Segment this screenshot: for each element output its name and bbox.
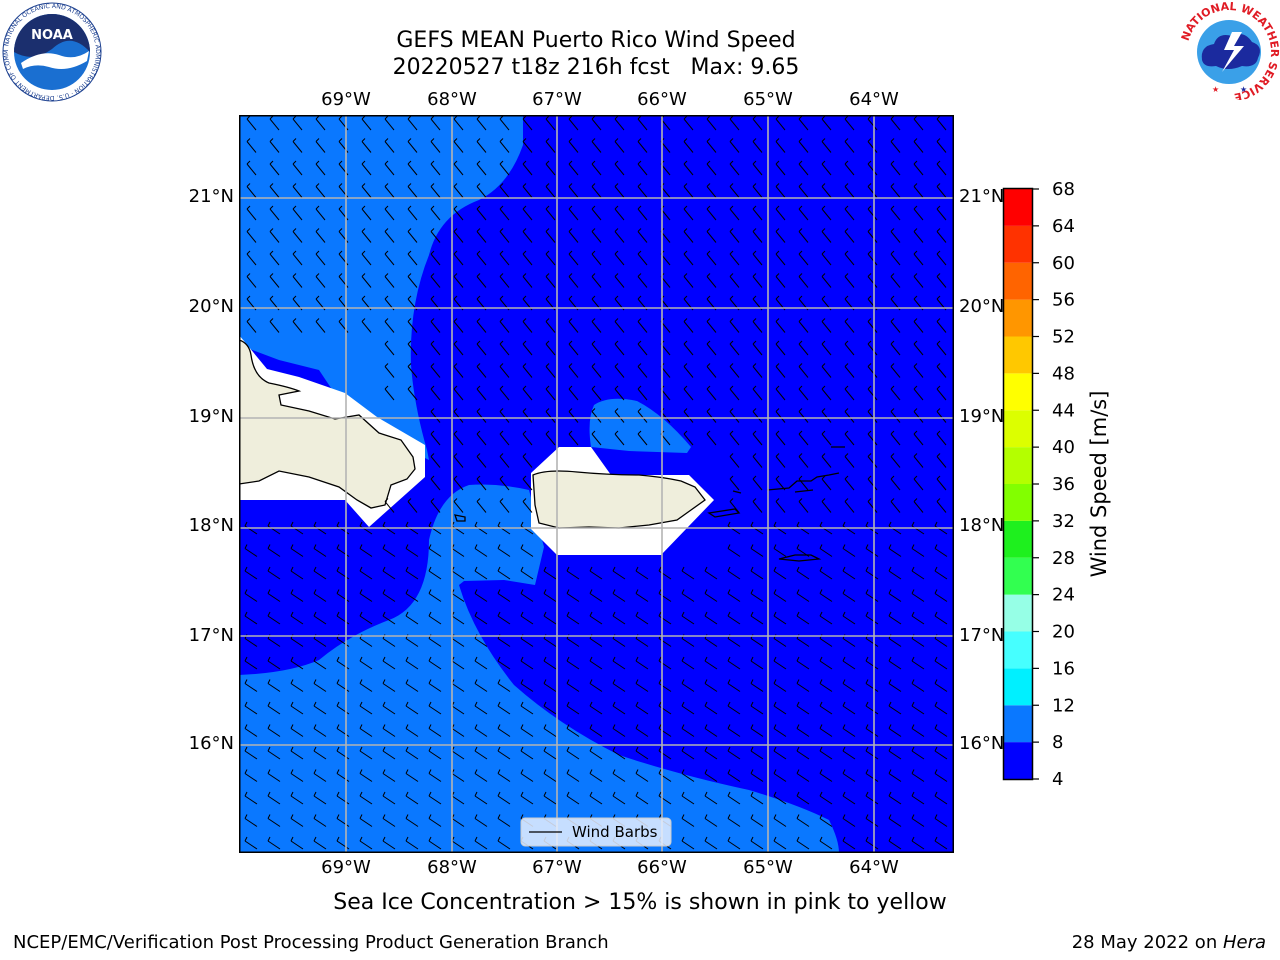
lon-label-bottom-65w: 65°W — [743, 857, 793, 878]
lon-label-bottom-64w: 64°W — [849, 857, 899, 878]
chart-title-line1: GEFS MEAN Puerto Rico Wind Speed — [396, 28, 796, 53]
colorbar-bin — [1004, 594, 1032, 632]
svg-text:★: ★ — [1212, 85, 1219, 94]
lat-label-right-16n: 16°N — [959, 733, 1005, 754]
lon-label-top-68w: 68°W — [427, 89, 477, 110]
colorbar-tick-label: 36 — [1052, 474, 1075, 495]
colorbar-tick-label: 12 — [1052, 695, 1075, 716]
lon-label-bottom-66w: 66°W — [637, 857, 687, 878]
wind-speed-map: Wind Barbs — [239, 115, 954, 853]
colorbar-tick-label: 24 — [1052, 585, 1075, 606]
lon-label-top-65w: 65°W — [743, 89, 793, 110]
colorbar-bin — [1004, 484, 1032, 521]
colorbar-bin — [1004, 373, 1032, 411]
colorbar-bin — [1004, 742, 1032, 779]
lat-label-right-21n: 21°N — [959, 186, 1005, 207]
colorbar-tick-label: 52 — [1052, 327, 1075, 348]
colorbar-bin — [1004, 520, 1032, 558]
colorbar-bin — [1004, 189, 1032, 226]
colorbar-bin — [1004, 225, 1032, 263]
footer-host: Hera — [1222, 932, 1266, 953]
colorbar-bin — [1004, 557, 1032, 595]
colorbar-tick-label: 32 — [1052, 511, 1075, 532]
lon-label-top-67w: 67°W — [532, 89, 582, 110]
lon-label-bottom-67w: 67°W — [532, 857, 582, 878]
colorbar-tick-label: 40 — [1052, 437, 1075, 458]
nws-logo: NATIONAL WEATHER SERVICE ★ ★ — [1179, 0, 1280, 100]
colorbar-tick-label: 16 — [1052, 658, 1075, 679]
colorbar-bin — [1004, 262, 1032, 300]
lon-label-bottom-68w: 68°W — [427, 857, 477, 878]
lat-label-left-20n: 20°N — [188, 296, 234, 317]
colorbar-tick-label: 64 — [1052, 216, 1075, 237]
colorbar: 68 64 60 56 52 48 44 40 36 32 28 24 20 16 12 8 4 Wind Sp… — [1002, 180, 1111, 790]
lat-label-left-19n: 19°N — [188, 406, 234, 427]
colorbar-tick-label: 44 — [1052, 400, 1075, 421]
colorbar-bin — [1004, 299, 1032, 337]
footer-date-text: 28 May 2022 on — [1071, 932, 1223, 953]
small-islands — [454, 446, 845, 562]
chart-title-line2: 20220527 t18z 216h fcst Max: 9.65 — [392, 55, 800, 80]
colorbar-tick-label: 4 — [1052, 769, 1063, 790]
colorbar-label: Wind Speed [m/s] — [1087, 391, 1111, 578]
lon-label-top-66w: 66°W — [637, 89, 687, 110]
lon-label-top-69w: 69°W — [321, 89, 371, 110]
colorbar-tick-label: 56 — [1052, 290, 1075, 311]
lat-label-right-18n: 18°N — [959, 515, 1005, 536]
colorbar-bin — [1004, 336, 1032, 374]
colorbar-tick-label: 28 — [1052, 548, 1075, 569]
noaa-logo: NATIONAL OCEANIC AND ATMOSPHERIC ADMINIS… — [1, 1, 102, 102]
colorbar-tick-label: 8 — [1052, 732, 1063, 753]
colorbar-tick-label: 60 — [1052, 253, 1075, 274]
footer-org: NCEP/EMC/Verification Post Processing Pr… — [13, 932, 609, 953]
lon-label-top-64w: 64°W — [849, 89, 899, 110]
colorbar-bin — [1004, 631, 1032, 669]
svg-text:★: ★ — [1240, 85, 1247, 94]
lat-label-right-17n: 17°N — [959, 625, 1005, 646]
colorbar-bin — [1004, 410, 1032, 448]
lat-label-left-16n: 16°N — [188, 733, 234, 754]
colorbar-bin — [1004, 447, 1032, 484]
colorbar-bin — [1004, 705, 1032, 743]
noaa-logo-label: NOAA — [31, 28, 73, 43]
hispaniola-land — [239, 339, 416, 509]
lat-label-left-21n: 21°N — [188, 186, 234, 207]
footer-date: 28 May 2022 on Hera — [1072, 932, 1266, 953]
colorbar-bin — [1004, 668, 1032, 706]
lat-label-right-19n: 19°N — [959, 406, 1005, 427]
colorbar-tick-label: 20 — [1052, 622, 1075, 643]
sea-ice-note: Sea Ice Concentration > 15% is shown in … — [333, 890, 947, 915]
colorbar-tick-label: 48 — [1052, 363, 1075, 384]
lat-label-left-18n: 18°N — [188, 515, 234, 536]
gridlines — [239, 115, 954, 853]
map-legend: Wind Barbs — [520, 817, 672, 847]
speed-fill-8-12-south — [239, 484, 839, 853]
lon-label-bottom-69w: 69°W — [321, 857, 371, 878]
colorbar-tick-label: 68 — [1052, 180, 1075, 200]
lat-label-left-17n: 17°N — [188, 625, 234, 646]
legend-label: Wind Barbs — [572, 823, 658, 841]
lat-label-right-20n: 20°N — [959, 296, 1005, 317]
